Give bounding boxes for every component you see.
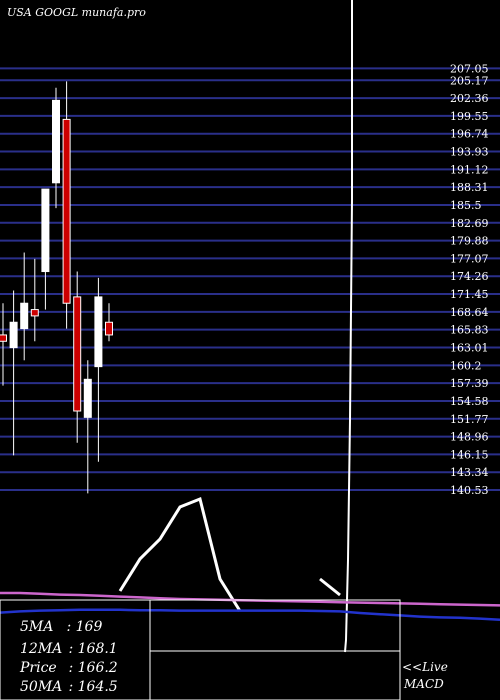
price-grid [0,67,500,492]
price-tick-label: 157.39 [450,377,489,390]
candle-body [30,309,39,317]
price-tick-label: 140.53 [450,484,489,497]
price-tick-label: 160.2 [450,359,482,372]
price-tick-label: 205.17 [450,74,489,87]
candle-body [0,334,7,342]
candle-body [94,296,103,368]
candle-body [105,321,113,336]
candle-body [52,99,60,184]
price-tick-label: 146.15 [450,448,489,461]
price-tick-label: 191.12 [450,163,489,176]
candle [0,303,7,386]
price-tick-label: 143.34 [450,466,489,479]
chart-title: USA GOOGL munafa.pro [7,6,146,19]
price-tick-label: 177.07 [450,252,489,265]
price-tick-label: 193.93 [450,146,489,159]
price-tick-label: 202.36 [450,92,489,105]
price-tick-label: 182.69 [450,217,489,230]
candle-body [73,296,82,412]
candle-body [20,302,29,330]
live-tag: <<Live [402,660,448,674]
candle [105,303,113,342]
stat-50ma: 50MA : 164.5 [20,679,118,695]
stats-box-mid [149,599,401,700]
price-tick-label: 199.55 [450,110,489,123]
price-tick-label: 174.26 [450,270,489,283]
macd-series-macd [319,577,341,597]
stat-12ma: 12MA : 168.1 [20,641,118,657]
live-spike-line [344,0,353,653]
price-tick-label: 168.64 [450,306,489,319]
candle [41,188,50,310]
price-tick-label: 154.58 [450,395,489,408]
price-tick-label: 188.31 [450,181,489,194]
candle [9,290,18,456]
candle-body [41,188,50,273]
stat-5ma: 5MA : 169 [20,619,102,635]
price-tick-label: 165.83 [450,324,489,337]
macd-series-signal [0,591,500,607]
candle [62,81,71,329]
price-tick-label: 196.74 [450,128,489,141]
price-tick-label: 179.88 [450,235,489,248]
candle [83,360,92,494]
candle [20,252,29,361]
candle [73,271,82,443]
price-tick-label: 151.77 [450,413,489,426]
candle-body [83,378,92,418]
candle [94,277,103,462]
macd-series-macd [118,496,242,612]
macd-series-zero [0,608,500,622]
macd-panel [0,496,500,622]
price-tick-label: 185.5 [450,199,482,212]
price-tick-label: 163.01 [450,342,489,355]
candle [52,87,60,209]
macd-tag: MACD [403,677,444,691]
price-tick-label: 148.96 [450,431,489,444]
candles [0,81,113,494]
candle [30,258,39,342]
price-tick-label: 171.45 [450,288,489,301]
candle-body [62,118,71,304]
candle-body [9,321,18,349]
stat-price: Price : 166.2 [19,660,118,676]
price-tick-label: 207.05 [450,62,489,75]
